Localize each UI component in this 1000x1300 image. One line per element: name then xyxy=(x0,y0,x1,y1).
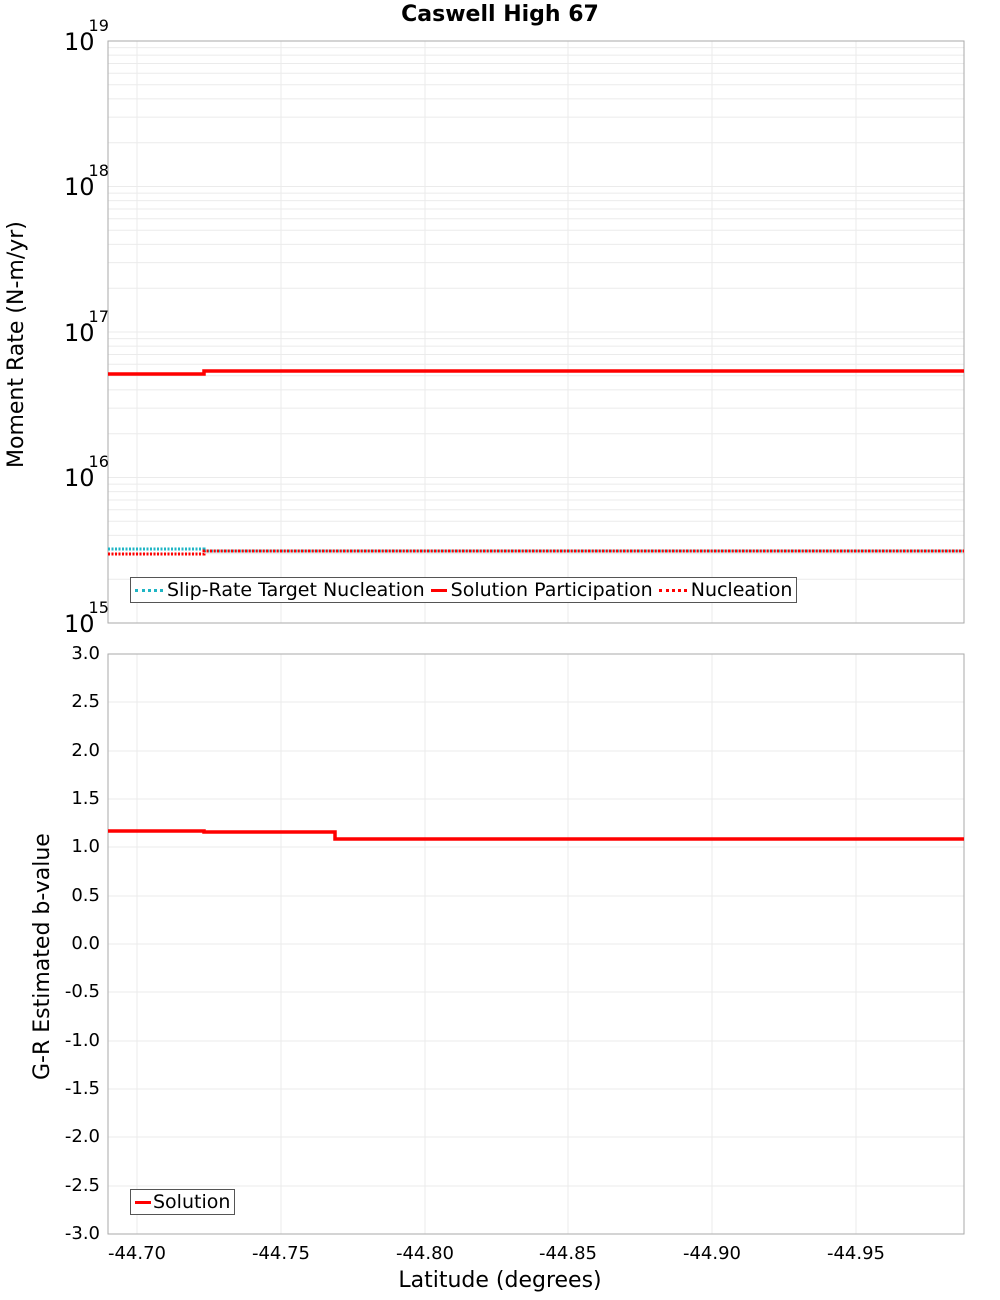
xtick: -44.70 xyxy=(107,1243,167,1264)
x-axis-label: Latitude (degrees) xyxy=(398,1268,602,1293)
xtick: -44.80 xyxy=(395,1243,455,1264)
legend-label: Solution xyxy=(153,1191,231,1213)
top-plot-grid xyxy=(108,41,964,624)
top-plot-frame xyxy=(107,40,965,624)
legend-label: Slip-Rate Target Nucleation xyxy=(167,579,425,601)
bottom-ytick: -1.5 xyxy=(64,1078,100,1099)
top-ytick: 1015 xyxy=(64,598,109,638)
bottom-plot-frame xyxy=(107,653,965,1235)
bottom-ytick: 0.0 xyxy=(71,933,100,954)
top-ytick: 1017 xyxy=(64,307,109,347)
xtick: -44.85 xyxy=(538,1243,598,1264)
legend-item-nucleation: Nucleation xyxy=(658,579,793,601)
bottom-legend: Solution xyxy=(130,1189,236,1215)
legend-swatch-solid-red xyxy=(135,1200,151,1204)
legend-item-solution: Solution xyxy=(135,1191,230,1213)
bottom-ytick: 2.0 xyxy=(71,740,100,761)
legend-swatch-solid-red xyxy=(430,588,447,592)
bottom-ytick: -3.0 xyxy=(64,1223,100,1244)
bottom-ytick: -2.0 xyxy=(64,1126,100,1147)
bottom-ytick: 0.5 xyxy=(71,885,100,906)
top-ytick: 1016 xyxy=(64,452,109,492)
top-legend: Slip-Rate Target Nucleation Solution Par… xyxy=(130,577,798,603)
bottom-ytick: -2.5 xyxy=(64,1175,100,1196)
legend-item-slip-rate-target: Slip-Rate Target Nucleation xyxy=(135,579,425,601)
bottom-ytick: -1.0 xyxy=(64,1030,100,1051)
chart-title: Caswell High 67 xyxy=(401,2,599,27)
top-y-axis-label: Moment Rate (N-m/yr) xyxy=(4,221,29,468)
series-nucleation xyxy=(108,549,964,556)
xtick: -44.95 xyxy=(826,1243,886,1264)
bottom-plot-grid xyxy=(108,654,964,1234)
legend-swatch-dotted-red xyxy=(658,588,687,592)
xtick: -44.90 xyxy=(682,1243,742,1264)
legend-item-solution-participation: Solution Participation xyxy=(430,579,653,601)
bottom-ytick: 3.0 xyxy=(71,643,100,664)
series-solution-participation xyxy=(108,369,964,376)
bottom-ytick: 1.5 xyxy=(71,788,100,809)
bottom-ytick: 1.0 xyxy=(71,836,100,857)
bottom-ytick: -0.5 xyxy=(64,981,100,1002)
legend-swatch-dotted-cyan xyxy=(135,588,163,592)
top-ytick: 1019 xyxy=(64,16,109,56)
series-solution-bvalue xyxy=(108,829,964,841)
legend-label: Nucleation xyxy=(690,579,793,601)
xtick: -44.75 xyxy=(251,1243,311,1264)
top-ytick: 1018 xyxy=(64,161,109,201)
bottom-y-axis-label: G-R Estimated b-value xyxy=(30,833,55,1080)
legend-label: Solution Participation xyxy=(450,579,653,601)
bottom-ytick: 2.5 xyxy=(71,691,100,712)
